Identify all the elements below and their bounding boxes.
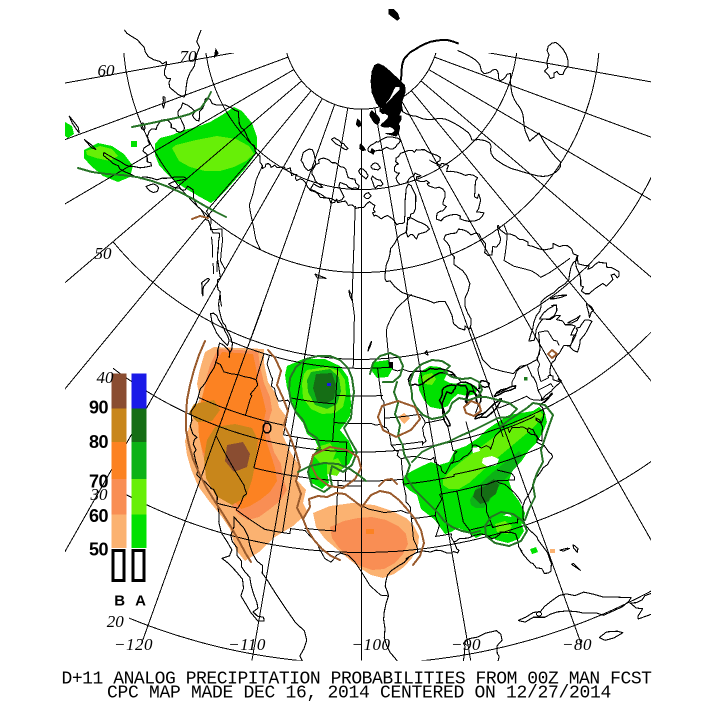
svg-text:A: A: [135, 593, 146, 610]
svg-text:B: B: [114, 593, 125, 610]
svg-text:60: 60: [89, 506, 109, 526]
svg-text:−120: −120: [114, 635, 153, 654]
svg-text:−80: −80: [562, 635, 592, 654]
svg-text:−100: −100: [352, 635, 391, 654]
svg-text:D+11 ANALOG PRECIPITATION PROB: D+11 ANALOG PRECIPITATION PROBABILITIES …: [61, 670, 652, 690]
svg-text:60: 60: [98, 61, 116, 80]
svg-text:−90: −90: [451, 635, 481, 654]
svg-text:70: 70: [89, 472, 109, 492]
svg-text:40: 40: [97, 368, 115, 387]
svg-text:CPC MAP MADE DEC 16, 2014 CENT: CPC MAP MADE DEC 16, 2014 CENTERED ON 12…: [107, 684, 611, 704]
svg-text:70: 70: [180, 47, 198, 66]
svg-text:20: 20: [107, 612, 125, 631]
svg-text:30: 30: [90, 485, 109, 504]
svg-text:80: 80: [89, 432, 109, 452]
svg-text:50: 50: [89, 539, 109, 559]
svg-text:50: 50: [95, 244, 113, 263]
svg-text:−110: −110: [228, 635, 266, 654]
svg-text:90: 90: [89, 398, 109, 418]
